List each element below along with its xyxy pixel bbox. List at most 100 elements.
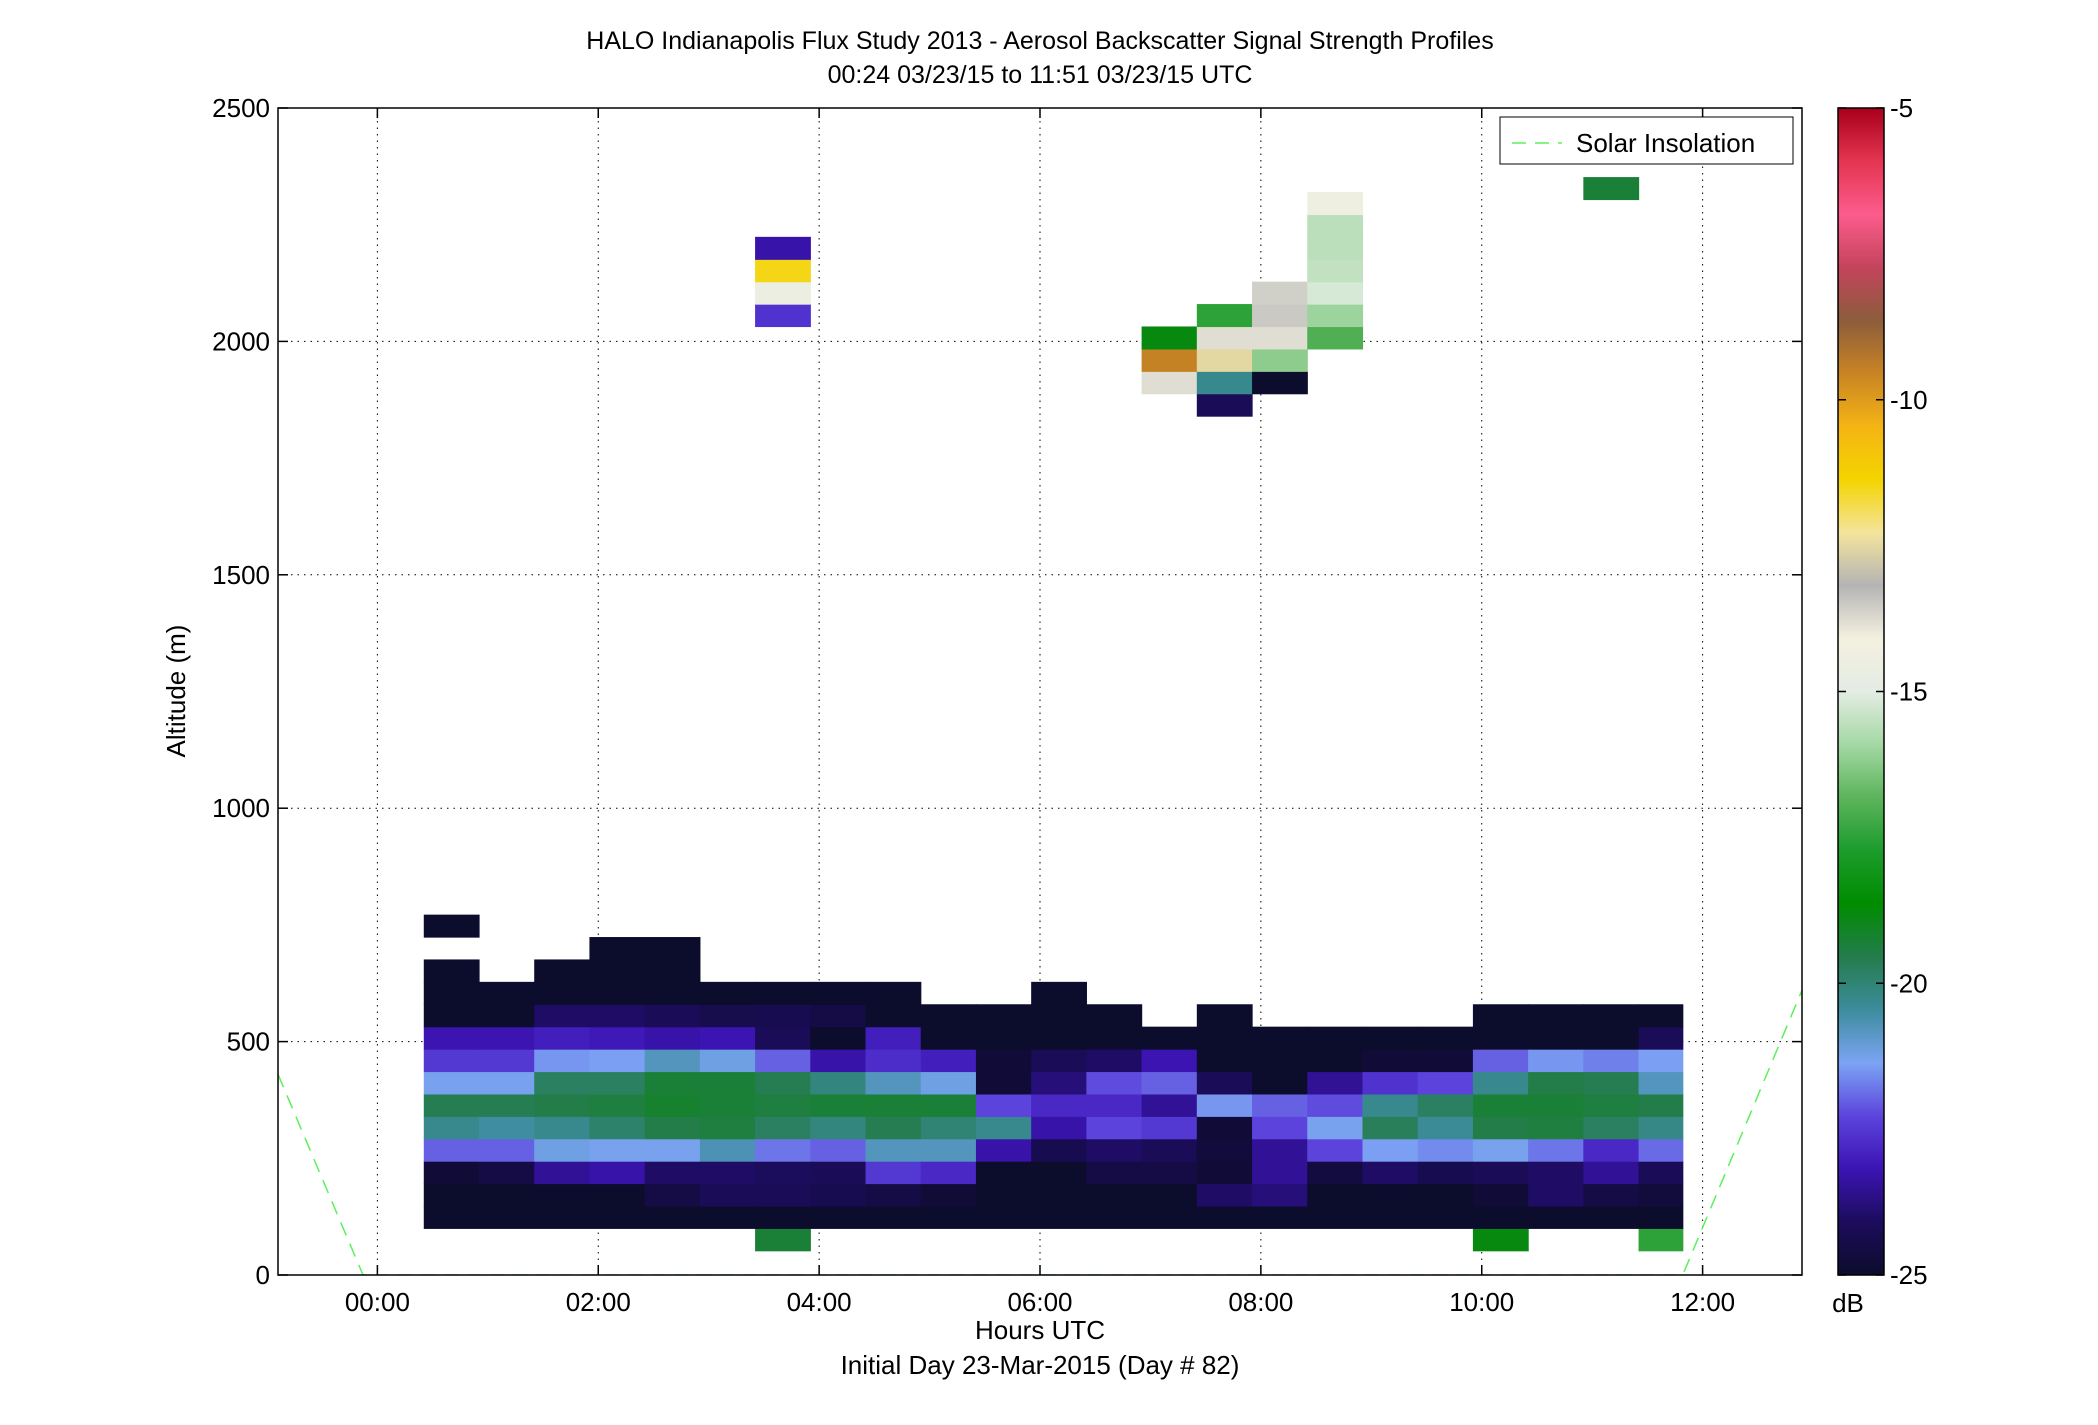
heatmap-cell <box>755 1093 811 1117</box>
heatmap-cell <box>1196 1049 1253 1073</box>
heatmap-cell <box>1307 1205 1364 1229</box>
heatmap-cell <box>1086 1004 1143 1028</box>
heatmap-cell <box>1362 1026 1419 1050</box>
heatmap-cell <box>699 1071 756 1095</box>
heatmap-cell <box>1252 1116 1308 1140</box>
heatmap-cell <box>1031 1138 1087 1162</box>
heatmap-cell <box>1417 1116 1474 1140</box>
x-tick-label: 08:00 <box>1228 1287 1293 1317</box>
heatmap-cell <box>1583 1004 1640 1028</box>
heatmap-cell <box>1362 1205 1419 1229</box>
heatmap-cell <box>1141 1071 1198 1095</box>
heatmap-cell <box>1417 1138 1474 1162</box>
heatmap-cell <box>1031 1205 1087 1229</box>
heatmap-cell <box>865 1093 922 1117</box>
heatmap-cell <box>920 1116 977 1140</box>
heatmap-cell <box>1141 1183 1198 1207</box>
y-tick-label: 2000 <box>212 326 270 356</box>
heatmap-cell <box>423 1161 480 1185</box>
heatmap-cell <box>478 1026 535 1050</box>
axis-ticks: 00:00 02:00 04:00 06:00 08:00 10:00 12:00 0 500 1… <box>212 93 1802 1317</box>
heatmap-cell <box>1583 1093 1640 1117</box>
heatmap-cell <box>1583 1071 1640 1095</box>
heatmap-cell <box>1141 1116 1198 1140</box>
heatmap-cell <box>1417 1026 1474 1050</box>
heatmap-cell <box>1417 1071 1474 1095</box>
heatmap-cell <box>1141 1138 1198 1162</box>
heatmap-cell <box>1638 1071 1684 1095</box>
heatmap-cell <box>810 1049 867 1073</box>
heatmap-cell <box>699 1138 756 1162</box>
heatmap-cell <box>920 1205 977 1229</box>
y-tick-label: 1500 <box>212 560 270 590</box>
legend-entry-solar-insolation: Solar Insolation <box>1576 128 1755 158</box>
heatmap-cell <box>920 1071 977 1095</box>
heatmap-cell <box>1528 1205 1584 1229</box>
x-tick-label: 06:00 <box>1007 1287 1072 1317</box>
heatmap-cell <box>1583 1026 1640 1050</box>
x-tick-label: 12:00 <box>1670 1287 1735 1317</box>
heatmap-cell <box>975 1205 1032 1229</box>
heatmap-cell <box>1141 1093 1198 1117</box>
heatmap-cell <box>1583 1183 1640 1207</box>
heatmap-cell <box>755 1071 811 1095</box>
heatmap-cell <box>1252 1138 1308 1162</box>
x-tick-label: 02:00 <box>566 1287 631 1317</box>
heatmap-cell <box>920 1049 977 1073</box>
heatmap-cell <box>755 1116 811 1140</box>
heatmap-cell <box>423 1183 480 1207</box>
heatmap-cell <box>975 1049 1032 1073</box>
heatmap-cell <box>865 1026 922 1050</box>
heatmap-cell <box>1583 1116 1640 1140</box>
heatmap-cell <box>810 1183 867 1207</box>
colorbar-tick-label: -20 <box>1890 968 1928 998</box>
heatmap-cell <box>1307 1183 1364 1207</box>
heatmap-cell <box>589 959 646 983</box>
heatmap-cell <box>1196 304 1253 328</box>
heatmap-cell <box>755 1004 811 1028</box>
heatmap-cell <box>423 1049 480 1073</box>
heatmap-cell <box>478 1093 535 1117</box>
heatmap-cell <box>1086 1116 1143 1140</box>
heatmap-cell <box>755 1026 811 1050</box>
heatmap-cell <box>1307 1071 1364 1095</box>
heatmap-cell <box>1638 1138 1684 1162</box>
heatmap-cell <box>865 1161 922 1185</box>
heatmap-cell <box>699 1116 756 1140</box>
heatmap-cell <box>1141 371 1198 395</box>
heatmap-cell <box>1638 1161 1684 1185</box>
heatmap-cell <box>1307 214 1364 238</box>
heatmap-cell <box>1307 1026 1364 1050</box>
heatmap-cell <box>423 959 480 983</box>
solar-insolation-line <box>278 989 1802 1275</box>
heatmap-cell <box>1472 1205 1529 1229</box>
heatmap-cell <box>699 1183 756 1207</box>
chart-title: HALO Indianapolis Flux Study 2013 - Aero… <box>586 27 1493 55</box>
heatmap-cell <box>1638 1228 1684 1252</box>
heatmap-cell <box>1252 281 1308 305</box>
heatmap-cell <box>1252 1183 1308 1207</box>
heatmap-cell <box>423 981 480 1005</box>
heatmap-cell <box>534 1026 591 1050</box>
heatmap-cell <box>1417 1161 1474 1185</box>
colorbar-tick-label: -10 <box>1890 385 1928 415</box>
heatmap-cell <box>1086 1049 1143 1073</box>
heatmap-cell <box>810 981 867 1005</box>
heatmap-cell <box>1528 1026 1584 1050</box>
heatmap-cell <box>1252 1161 1308 1185</box>
heatmap-cell <box>1307 281 1364 305</box>
heatmap-cell <box>975 1138 1032 1162</box>
heatmap-cell <box>534 959 591 983</box>
heatmap-cell <box>1307 1049 1364 1073</box>
heatmap-cell <box>644 1138 701 1162</box>
heatmap-cell <box>1307 1093 1364 1117</box>
heatmap-cell <box>699 1093 756 1117</box>
heatmap-cell <box>1583 1138 1640 1162</box>
heatmap-cell <box>423 1026 480 1050</box>
heatmap-cell <box>755 259 811 283</box>
heatmap-cell <box>1141 348 1198 372</box>
heatmap-cell <box>423 1004 480 1028</box>
heatmap-cell <box>755 1138 811 1162</box>
heatmap-cell <box>755 1161 811 1185</box>
heatmap-cell <box>810 1004 867 1028</box>
